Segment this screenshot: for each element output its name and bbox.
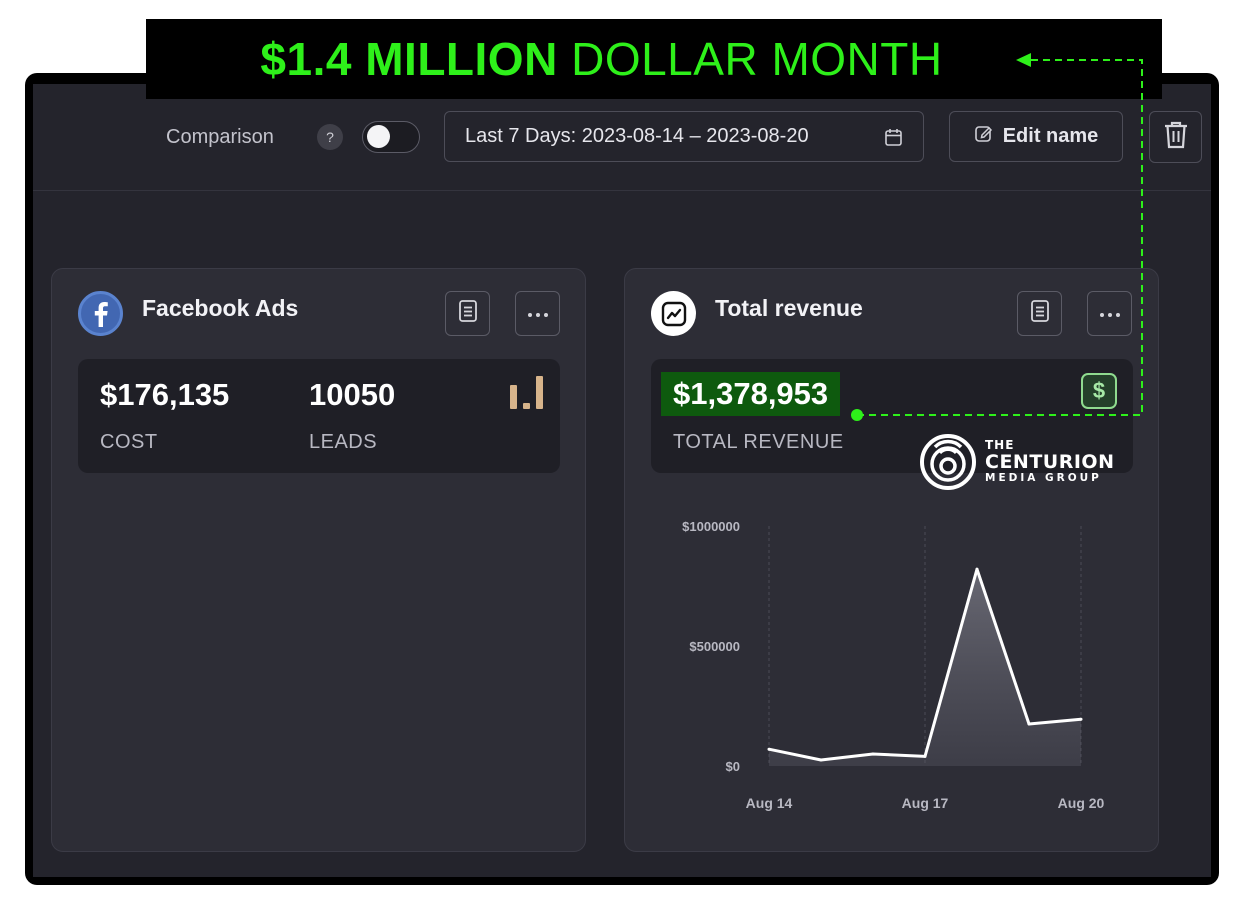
- data-point: [819, 758, 823, 762]
- logo-name: CENTURION: [985, 451, 1115, 473]
- delete-button[interactable]: [1149, 111, 1202, 163]
- logo-sub: MEDIA GROUP: [985, 472, 1102, 484]
- comparison-toggle[interactable]: [362, 121, 420, 153]
- revenue-report-button[interactable]: [1017, 291, 1062, 336]
- comparison-label: Comparison: [166, 126, 274, 148]
- bar-chart-icon: [510, 375, 550, 409]
- calendar-icon: [884, 128, 903, 153]
- more-icon: [527, 305, 549, 323]
- document-icon: [1030, 299, 1050, 328]
- date-range-text: Last 7 Days: 2023-08-14 – 2023-08-20: [465, 125, 809, 147]
- data-point: [1027, 722, 1031, 726]
- toolbar-divider: [33, 190, 1211, 191]
- trend-chart-icon: [651, 291, 696, 336]
- leads-value: 10050: [309, 377, 396, 412]
- facebook-more-button[interactable]: [515, 291, 560, 336]
- y-tick-label: $0: [726, 759, 740, 774]
- revenue-area: [769, 569, 1081, 766]
- edit-name-label: Edit name: [1002, 125, 1099, 147]
- date-range-picker[interactable]: Last 7 Days: 2023-08-14 – 2023-08-20: [444, 111, 924, 162]
- x-tick-label: Aug 14: [746, 795, 793, 811]
- x-tick-label: Aug 20: [1058, 795, 1105, 811]
- leads-label: LEADS: [309, 431, 378, 453]
- centurion-logo-mark: [920, 434, 976, 490]
- dollar-icon: $: [1081, 373, 1117, 409]
- facebook-ads-title: Facebook Ads: [142, 295, 299, 321]
- revenue-more-button[interactable]: [1087, 291, 1132, 336]
- y-tick-label: $1000000: [682, 519, 740, 534]
- y-tick-label: $500000: [689, 639, 740, 654]
- logo-the: THE: [985, 438, 1015, 452]
- toggle-knob: [367, 125, 390, 148]
- facebook-report-button[interactable]: [445, 291, 490, 336]
- facebook-icon: [78, 291, 123, 336]
- x-tick-label: Aug 17: [902, 795, 949, 811]
- edit-icon: [974, 124, 993, 149]
- total-revenue-title: Total revenue: [715, 295, 863, 321]
- total-revenue-value: $1,378,953: [661, 372, 841, 416]
- headline-banner: $1.4 MILLION DOLLAR MONTH: [146, 19, 1162, 99]
- data-point: [1079, 717, 1083, 721]
- data-point: [767, 747, 771, 751]
- banner-light-text: DOLLAR MONTH: [571, 33, 943, 85]
- banner-bold-text: $1.4 MILLION: [260, 33, 558, 85]
- more-icon: [1099, 305, 1121, 323]
- document-icon: [458, 299, 478, 328]
- facebook-metrics-panel: $176,135 COST 10050 LEADS: [78, 359, 560, 473]
- data-point: [871, 752, 875, 756]
- edit-name-button[interactable]: Edit name: [949, 111, 1123, 162]
- cost-value: $176,135: [100, 377, 230, 412]
- data-point: [923, 754, 927, 758]
- help-icon[interactable]: ?: [317, 124, 343, 150]
- facebook-ads-card: Facebook Ads $176,135 COST 10050 LEADS: [51, 268, 586, 852]
- data-point: [975, 567, 979, 571]
- revenue-chart: Aug 14 Aug 17 Aug 20 $1000000 $500000 $0: [682, 519, 1105, 811]
- centurion-logo: THE CENTURION MEDIA GROUP: [919, 432, 1119, 492]
- total-revenue-label: TOTAL REVENUE: [673, 431, 844, 453]
- trash-icon: [1163, 121, 1189, 154]
- cost-label: COST: [100, 431, 158, 453]
